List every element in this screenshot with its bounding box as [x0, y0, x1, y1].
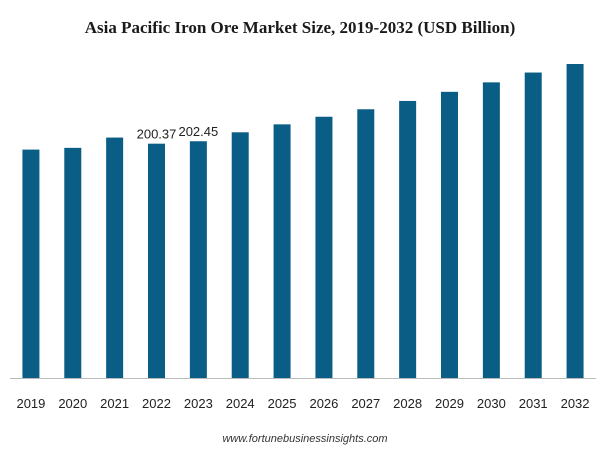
data-label-2022: 200.37: [137, 127, 177, 142]
bar-2022: [148, 143, 165, 378]
chart-title: Asia Pacific Iron Ore Market Size, 2019-…: [85, 18, 515, 37]
x-tick-2021: 2021: [100, 396, 129, 411]
x-tick-2028: 2028: [393, 396, 422, 411]
bar-2021: [106, 137, 124, 378]
x-tick-labels: 2019 2020 2021 2022 2023 2024 2025 2026 2027 2028…: [16, 396, 589, 411]
x-tick-2026: 2026: [309, 396, 338, 411]
x-tick-2022: 2022: [142, 396, 171, 411]
bar-2019: [22, 149, 40, 378]
x-tick-2029: 2029: [435, 396, 464, 411]
x-tick-2030: 2030: [477, 396, 506, 411]
bar-2030: [482, 82, 500, 379]
x-tick-2023: 2023: [184, 396, 213, 411]
bar-2026: [315, 116, 333, 379]
bar-2020: [64, 147, 82, 378]
data-labels: 200.37 202.45: [137, 124, 219, 141]
x-tick-2019: 2019: [16, 396, 45, 411]
bar-2025: [273, 124, 291, 378]
x-tick-2027: 2027: [351, 396, 380, 411]
bar-2031: [524, 72, 542, 378]
source-text: www.fortunebusinessinsights.com: [222, 433, 387, 445]
bar-2023: [189, 141, 207, 378]
bar-2027: [357, 109, 375, 378]
x-tick-2031: 2031: [519, 396, 548, 411]
bar-2028: [399, 100, 417, 378]
data-label-2023: 202.45: [178, 124, 218, 139]
bars-group: [22, 64, 584, 379]
bar-2032: [566, 64, 584, 378]
x-tick-2032: 2032: [561, 396, 590, 411]
x-tick-2025: 2025: [268, 396, 297, 411]
bar-2029: [441, 91, 458, 378]
bar-2024: [231, 132, 249, 378]
x-tick-2020: 2020: [58, 396, 87, 411]
x-tick-2024: 2024: [226, 396, 255, 411]
